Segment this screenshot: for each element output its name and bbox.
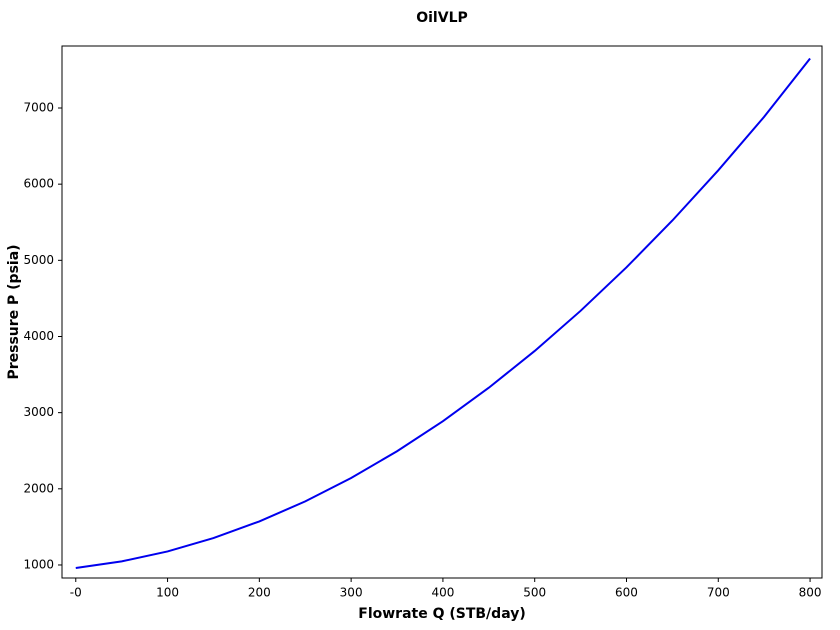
y-tick-label: 1000 bbox=[23, 557, 54, 571]
plot-frame bbox=[61, 45, 823, 579]
y-tick-label: 7000 bbox=[23, 100, 54, 114]
chart-title: OilVLP bbox=[416, 10, 468, 26]
x-axis-title: Flowrate Q (STB/day) bbox=[358, 606, 525, 622]
x-tick-label: 100 bbox=[156, 586, 179, 600]
x-tick-label: 300 bbox=[340, 586, 363, 600]
y-tick-label: 2000 bbox=[23, 481, 54, 495]
x-tick-label: 400 bbox=[431, 586, 454, 600]
x-tick-label: -0 bbox=[70, 586, 82, 600]
y-axis-title: Pressure P (psia) bbox=[6, 244, 22, 379]
x-tick-label: 200 bbox=[248, 586, 271, 600]
line-series bbox=[75, 57, 811, 570]
x-tick-label: 600 bbox=[615, 586, 638, 600]
y-tick-label: 5000 bbox=[23, 253, 54, 267]
y-tick-label: 4000 bbox=[23, 329, 54, 343]
x-tick-label: 500 bbox=[523, 586, 546, 600]
x-tick-label: 800 bbox=[799, 586, 822, 600]
y-tick-label: 3000 bbox=[23, 405, 54, 419]
y-tick-label: 6000 bbox=[23, 177, 54, 191]
x-tick-label: 700 bbox=[707, 586, 730, 600]
